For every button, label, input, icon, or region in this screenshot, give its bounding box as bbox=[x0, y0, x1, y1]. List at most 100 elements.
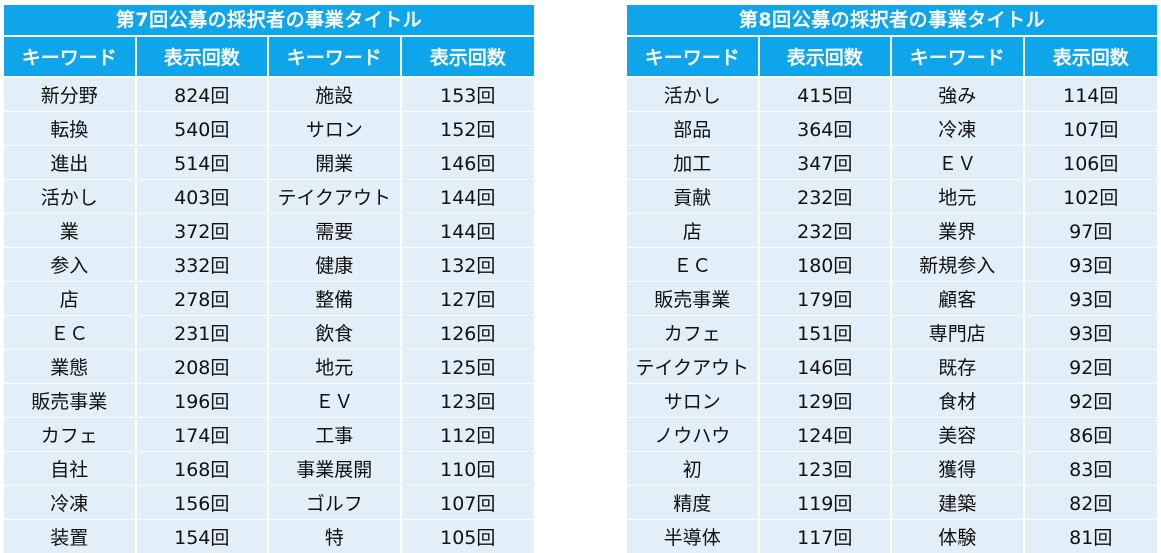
keyword-cell: 装置 bbox=[4, 519, 137, 553]
table-row: 新分野 824回 施設 153回 bbox=[4, 76, 534, 111]
keyword-cell: 進出 bbox=[4, 145, 137, 179]
table-row: 活かし 403回 テイクアウト 144回 bbox=[4, 179, 534, 213]
keyword-cell: 精度 bbox=[627, 485, 760, 519]
count-cell: 97回 bbox=[1024, 213, 1157, 247]
table-header-row: キーワード 表示回数 キーワード 表示回数 bbox=[627, 35, 1157, 76]
keyword-cell: 強み bbox=[892, 76, 1025, 111]
count-cell: 364回 bbox=[759, 111, 892, 145]
table-row: ノウハウ 124回 美容 86回 bbox=[627, 417, 1157, 451]
keyword-cell: 冷凍 bbox=[4, 485, 137, 519]
keyword-cell: 整備 bbox=[269, 281, 402, 315]
keyword-cell: 獲得 bbox=[892, 451, 1025, 485]
table-row: 店 232回 業界 97回 bbox=[627, 213, 1157, 247]
count-cell: 83回 bbox=[1024, 451, 1157, 485]
keyword-cell: 貢献 bbox=[627, 179, 760, 213]
count-cell: 119回 bbox=[759, 485, 892, 519]
count-cell: 123回 bbox=[401, 383, 534, 417]
keyword-cell: 施設 bbox=[269, 76, 402, 111]
count-cell: 110回 bbox=[401, 451, 534, 485]
keyword-cell: ＥＶ bbox=[269, 383, 402, 417]
count-cell: 82回 bbox=[1024, 485, 1157, 519]
keyword-cell: 半導体 bbox=[627, 519, 760, 553]
keyword-cell: 活かし bbox=[4, 179, 137, 213]
keyword-cell: 健康 bbox=[269, 247, 402, 281]
round7-title: 第7回公募の採択者の事業タイトル bbox=[4, 5, 534, 35]
table-row: 冷凍 156回 ゴルフ 107回 bbox=[4, 485, 534, 519]
table-row: 参入 332回 健康 132回 bbox=[4, 247, 534, 281]
keyword-cell: 店 bbox=[4, 281, 137, 315]
count-cell: 112回 bbox=[401, 417, 534, 451]
keyword-cell: 加工 bbox=[627, 145, 760, 179]
count-cell: 514回 bbox=[136, 145, 269, 179]
table-row: 活かし 415回 強み 114回 bbox=[627, 76, 1157, 111]
count-cell: 93回 bbox=[1024, 247, 1157, 281]
keyword-cell: 飲食 bbox=[269, 315, 402, 349]
table-row: 進出 514回 開業 146回 bbox=[4, 145, 534, 179]
keyword-cell: ＥＣ bbox=[4, 315, 137, 349]
count-cell: 93回 bbox=[1024, 315, 1157, 349]
count-cell: 415回 bbox=[759, 76, 892, 111]
table-row: ＥＣ 180回 新規参入 93回 bbox=[627, 247, 1157, 281]
table-row: 精度 119回 建築 82回 bbox=[627, 485, 1157, 519]
keyword-cell: 需要 bbox=[269, 213, 402, 247]
table-row: 転換 540回 サロン 152回 bbox=[4, 111, 534, 145]
header-keyword: キーワード bbox=[4, 35, 137, 76]
keyword-cell: 体験 bbox=[892, 519, 1025, 553]
table-header-row: キーワード 表示回数 キーワード 表示回数 bbox=[4, 35, 534, 76]
count-cell: 102回 bbox=[1024, 179, 1157, 213]
table-row: 加工 347回 ＥＶ 106回 bbox=[627, 145, 1157, 179]
count-cell: 824回 bbox=[136, 76, 269, 111]
table-row: カフェ 174回 工事 112回 bbox=[4, 417, 534, 451]
keyword-cell: ゴルフ bbox=[269, 485, 402, 519]
header-count: 表示回数 bbox=[1024, 35, 1157, 76]
keyword-cell: 業 bbox=[4, 213, 137, 247]
count-cell: 86回 bbox=[1024, 417, 1157, 451]
keyword-cell: 専門店 bbox=[892, 315, 1025, 349]
count-cell: 372回 bbox=[136, 213, 269, 247]
count-cell: 332回 bbox=[136, 247, 269, 281]
table-row: 貢献 232回 地元 102回 bbox=[627, 179, 1157, 213]
count-cell: 124回 bbox=[759, 417, 892, 451]
count-cell: 180回 bbox=[759, 247, 892, 281]
count-cell: 146回 bbox=[759, 349, 892, 383]
keyword-cell: 部品 bbox=[627, 111, 760, 145]
keyword-cell: ノウハウ bbox=[627, 417, 760, 451]
count-cell: 232回 bbox=[759, 213, 892, 247]
count-cell: 196回 bbox=[136, 383, 269, 417]
keyword-cell: 既存 bbox=[892, 349, 1025, 383]
count-cell: 107回 bbox=[401, 485, 534, 519]
count-cell: 123回 bbox=[759, 451, 892, 485]
keyword-cell: 自社 bbox=[4, 451, 137, 485]
round7-table-body: 新分野 824回 施設 153回 転換 540回 サロン 152回 進出 514回 開業 146回 活か… bbox=[4, 76, 534, 553]
keyword-cell: 開業 bbox=[269, 145, 402, 179]
keyword-cell: 地元 bbox=[269, 349, 402, 383]
keyword-cell: 新規参入 bbox=[892, 247, 1025, 281]
keyword-cell: カフェ bbox=[4, 417, 137, 451]
keyword-cell: 工事 bbox=[269, 417, 402, 451]
keyword-cell: 事業展開 bbox=[269, 451, 402, 485]
keyword-cell: 店 bbox=[627, 213, 760, 247]
keyword-cell: 参入 bbox=[4, 247, 137, 281]
table-row: 半導体 117回 体験 81回 bbox=[627, 519, 1157, 553]
count-cell: 146回 bbox=[401, 145, 534, 179]
keyword-cell: カフェ bbox=[627, 315, 760, 349]
round7-keyword-table: キーワード 表示回数 キーワード 表示回数 新分野 824回 施設 153回 転換 540… bbox=[4, 35, 534, 553]
count-cell: 154回 bbox=[136, 519, 269, 553]
count-cell: 144回 bbox=[401, 213, 534, 247]
count-cell: 114回 bbox=[1024, 76, 1157, 111]
count-cell: 347回 bbox=[759, 145, 892, 179]
count-cell: 127回 bbox=[401, 281, 534, 315]
header-keyword: キーワード bbox=[892, 35, 1025, 76]
table-row: 業態 208回 地元 125回 bbox=[4, 349, 534, 383]
count-cell: 129回 bbox=[759, 383, 892, 417]
round7-keyword-panel: 第7回公募の採択者の事業タイトル キーワード 表示回数 キーワード 表示回数 新… bbox=[4, 5, 534, 553]
round8-keyword-panel: 第8回公募の採択者の事業タイトル キーワード 表示回数 キーワード 表示回数 活… bbox=[627, 5, 1157, 553]
keyword-cell: サロン bbox=[269, 111, 402, 145]
count-cell: 232回 bbox=[759, 179, 892, 213]
count-cell: 179回 bbox=[759, 281, 892, 315]
keyword-cell: ＥＶ bbox=[892, 145, 1025, 179]
keyword-cell: 建築 bbox=[892, 485, 1025, 519]
count-cell: 93回 bbox=[1024, 281, 1157, 315]
count-cell: 278回 bbox=[136, 281, 269, 315]
keyword-cell: 顧客 bbox=[892, 281, 1025, 315]
